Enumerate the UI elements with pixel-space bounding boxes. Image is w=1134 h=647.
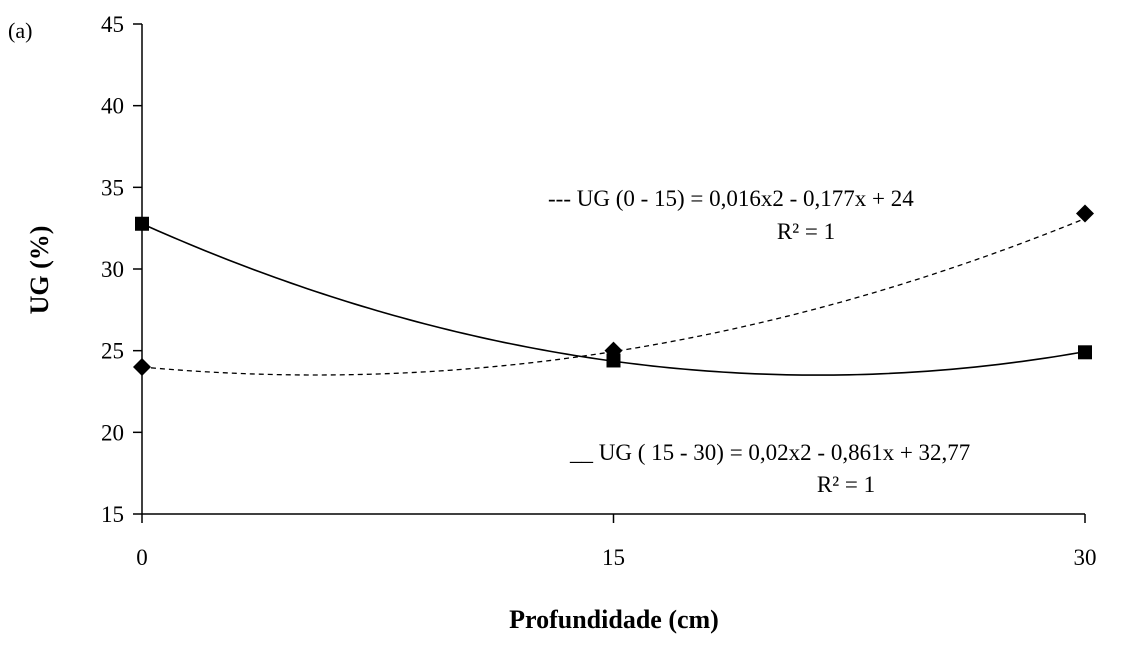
data-point-square xyxy=(135,216,149,231)
y-tick-label: 25 xyxy=(101,339,124,364)
data-point-square xyxy=(1078,345,1092,360)
y-tick-label: 40 xyxy=(101,94,124,119)
panel-label: (a) xyxy=(8,18,32,43)
data-point-square xyxy=(606,353,621,368)
y-tick-label: 30 xyxy=(101,257,124,282)
x-tick-label: 30 xyxy=(1074,545,1097,570)
y-tick-label: 45 xyxy=(101,12,124,37)
axes-layer: 15 20 25 30 35 40 45 0 15 30 xyxy=(101,12,1097,570)
x-axis-title: Profundidade (cm) xyxy=(509,605,719,634)
x-tick-label: 0 xyxy=(136,545,148,570)
data-point-diamond xyxy=(1076,204,1094,223)
x-tick-label: 15 xyxy=(602,545,625,570)
r2-ug-15-30: R² = 1 xyxy=(817,472,875,497)
series-layer xyxy=(133,204,1094,376)
y-tick-label: 15 xyxy=(101,502,124,527)
data-point-diamond xyxy=(133,358,151,376)
y-axis-title: UG (%) xyxy=(25,226,54,315)
equation-ug-15-30: __ UG ( 15 - 30) = 0,02x2 - 0,861x + 32,… xyxy=(569,440,970,465)
equation-ug-0-15: --- UG (0 - 15) = 0,016x2 - 0,177x + 24 xyxy=(548,186,914,211)
y-tick-label: 20 xyxy=(101,420,124,445)
y-tick-label: 35 xyxy=(101,175,124,200)
r2-ug-0-15: R² = 1 xyxy=(777,219,835,244)
